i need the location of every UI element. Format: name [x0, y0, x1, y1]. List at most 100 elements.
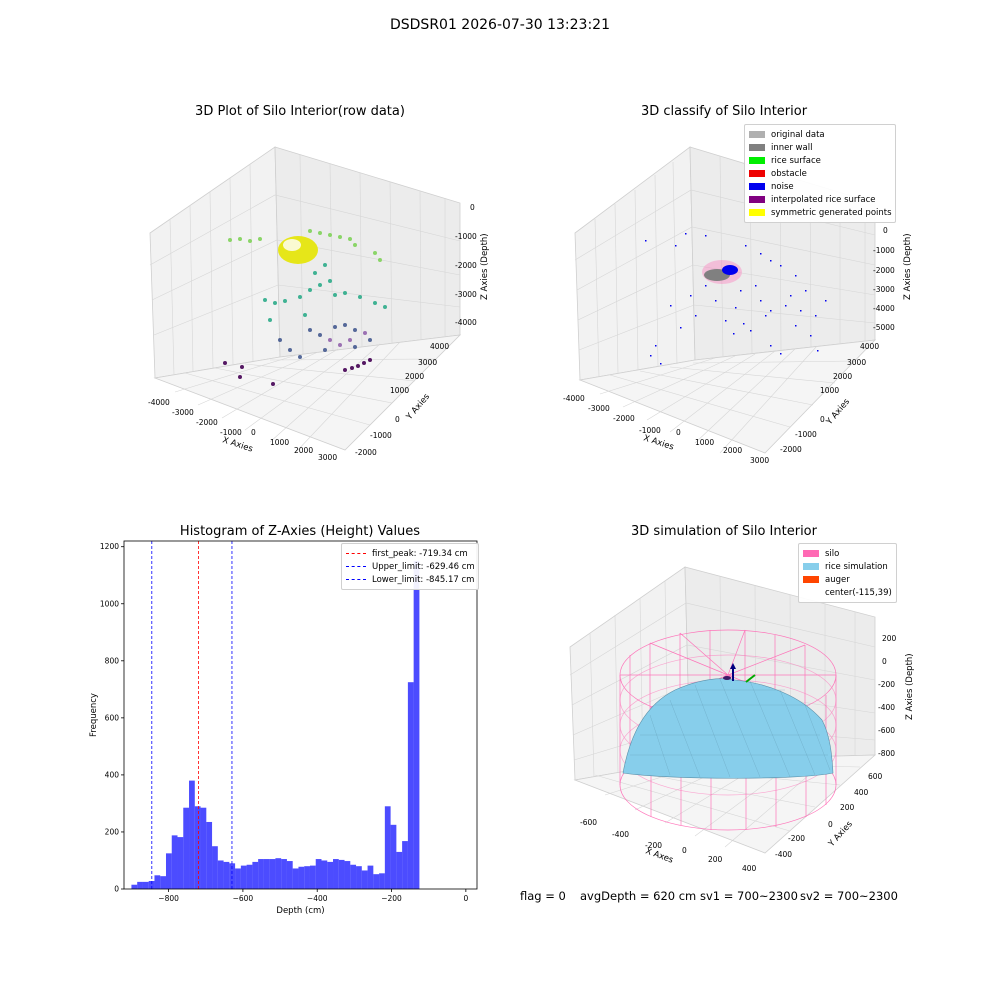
histogram-bar [281, 859, 287, 889]
simulation-y-tick: -200 [788, 834, 805, 843]
raw-plot-title: 3D Plot of Silo Interior(row data) [195, 104, 405, 119]
legend-line [346, 579, 366, 580]
legend-label: Lower_limit: -845.17 cm [372, 574, 475, 585]
simulation-z-tick: -200 [878, 680, 895, 689]
center-marker [723, 676, 731, 680]
simulation-z-label: Z Axies (Depth) [905, 653, 915, 720]
raw-grid [149, 154, 461, 454]
raw-surface-hole [283, 239, 301, 251]
simulation-x-tick: -200 [645, 841, 662, 850]
classify-y-tick: -1000 [795, 430, 817, 439]
raw-z-ticks: 0 -1000 -2000 -3000 -4000 [455, 203, 477, 327]
raw-x-ticks: -4000 -3000 -2000 -1000 0 1000 2000 3000 [148, 398, 337, 462]
classify-z-tick: 0 [883, 226, 888, 235]
raw-z-tick: -1000 [455, 232, 477, 241]
histogram-bar [333, 859, 339, 889]
legend-item-original-data: original data [749, 128, 891, 141]
histogram-bar [379, 873, 385, 889]
histogram-bar [183, 807, 190, 889]
histogram-bar [384, 806, 391, 889]
auger-arrow-icon [730, 663, 736, 669]
histogram-bar [269, 859, 276, 889]
legend-label: original data [771, 129, 825, 140]
raw-3d-plot: -4000 -3000 -2000 -1000 0 1000 2000 3000… [148, 146, 490, 462]
simulation-z-tick: 0 [882, 657, 887, 666]
raw-x-tick: -1000 [220, 428, 242, 437]
histogram-x-ticks: −800 −600 −400 −200 0 [158, 889, 468, 903]
raw-x-tick: -4000 [148, 398, 170, 407]
histogram-x-tick: −600 [233, 894, 254, 903]
histogram-legend: first_peak: -719.34 cm Upper_limit: -629… [341, 543, 479, 590]
histogram-vlines [151, 541, 233, 889]
classify-x-tick: -1000 [639, 426, 661, 435]
raw-y-tick: 3000 [418, 358, 437, 367]
histogram-bar [171, 835, 178, 889]
classify-x-label: X Axies [642, 433, 675, 452]
classify-y-tick: 0 [820, 415, 825, 424]
classify-noise-cluster [722, 265, 738, 275]
histogram-y-tick: 200 [105, 827, 120, 836]
histogram-bar [206, 821, 213, 889]
legend-swatch [803, 563, 819, 570]
classify-x-tick: -2000 [613, 414, 635, 423]
classify-z-tick: -2000 [873, 266, 895, 275]
simulation-x-ticks: -600 -400 -200 0 200 400 [580, 818, 757, 873]
simulation-y-ticks: -400 -200 0 200 400 600 [775, 772, 883, 859]
histogram-bars [131, 560, 420, 889]
classify-legend: original data inner wall rice surface ob… [744, 124, 896, 223]
legend-swatch [749, 157, 765, 164]
raw-floor-pane [153, 334, 462, 451]
histogram-chart: −800 −600 −400 −200 0 020040060080010001200 … [89, 540, 478, 916]
histogram-x-tick: −800 [158, 894, 179, 903]
legend-item-auger: auger [803, 573, 892, 586]
classify-y-tick: 1000 [820, 386, 839, 395]
legend-label: rice simulation [825, 561, 888, 572]
simulation-y-tick: -400 [775, 850, 792, 859]
histogram-bar [396, 851, 403, 889]
simulation-y-tick: 200 [840, 803, 855, 812]
raw-x-tick: 0 [251, 428, 256, 437]
raw-z-tick: -4000 [455, 318, 477, 327]
legend-swatch [803, 576, 819, 583]
legend-label: inner wall [771, 142, 813, 153]
histogram-bar [177, 837, 184, 889]
histogram-title: Histogram of Z-Axies (Height) Values [179, 524, 421, 539]
histogram-bar [309, 865, 316, 889]
histogram-x-tick: 0 [463, 894, 468, 903]
raw-left-pane [149, 146, 281, 379]
classify-y-ticks: -2000 -1000 0 1000 2000 3000 4000 [780, 342, 879, 454]
histogram-frame [123, 540, 478, 890]
legend-item-lower-limit: Lower_limit: -845.17 cm [346, 573, 474, 586]
histogram-bar [402, 841, 408, 889]
raw-x-label: X Axies [221, 435, 254, 454]
histogram-bar [413, 560, 420, 889]
classify-z-tick: -4000 [873, 304, 895, 313]
legend-label: obstacle [771, 168, 807, 179]
classify-grid [574, 155, 876, 454]
histogram-bar [304, 866, 310, 889]
legend-item-interpolated: interpolated rice surface [749, 193, 891, 206]
histogram-bar [246, 864, 253, 889]
status-sv2: sv2 = 700~2300 [800, 889, 898, 903]
histogram-bar [165, 853, 172, 889]
rice-simulation-surface [622, 678, 834, 779]
rice-mesh [630, 678, 831, 778]
simulation-z-ticks: 200 0 -200 -400 -600 -800 [878, 634, 897, 758]
status-sv1: sv1 = 700~2300 [700, 889, 798, 903]
simulation-grid [569, 575, 876, 848]
classify-z-tick: -1000 [873, 246, 895, 255]
histogram-bar [367, 865, 374, 889]
histogram-bar [373, 874, 380, 889]
histogram-bar [356, 866, 362, 889]
histogram-x-tick: −400 [307, 894, 328, 903]
histogram-bar [217, 860, 224, 889]
histogram-bar [258, 859, 264, 889]
raw-x-tick: 2000 [294, 446, 313, 455]
status-flag: flag = 0 [520, 889, 566, 903]
histogram-bar [160, 876, 166, 889]
simulation-y-tick: 400 [854, 788, 869, 797]
raw-z-tick: 0 [470, 203, 475, 212]
histogram-y-tick: 800 [105, 656, 120, 665]
raw-point-cloud [223, 229, 387, 386]
histogram-y-tick: 1200 [100, 542, 119, 551]
